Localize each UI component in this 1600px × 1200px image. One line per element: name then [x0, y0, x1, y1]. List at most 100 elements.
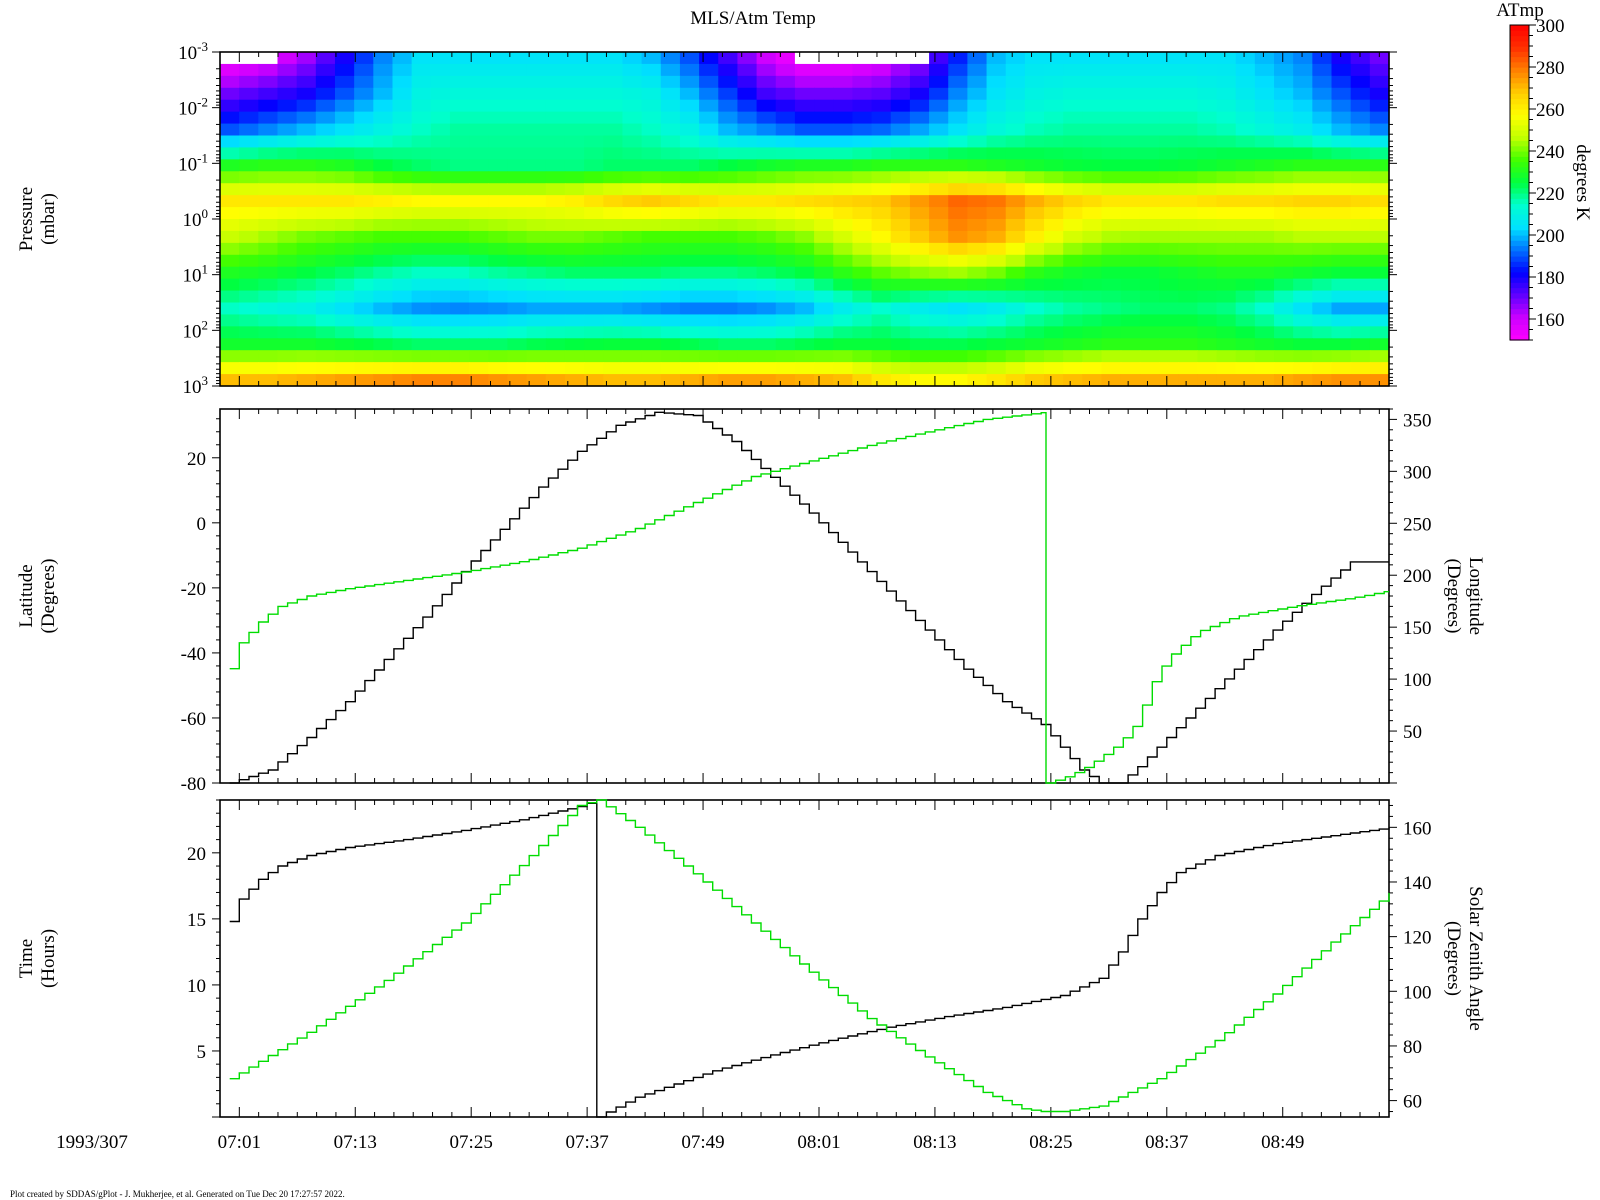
heatmap-cell	[354, 338, 374, 351]
y2-tick-label: 200	[1403, 566, 1432, 587]
heatmap-cell	[1063, 75, 1083, 89]
heatmap-cell	[354, 99, 374, 113]
heatmap-cell	[1216, 302, 1237, 316]
heatmap-cell	[929, 314, 949, 327]
solar-zenith-series-line	[229, 799, 1390, 1113]
heatmap-cell	[756, 266, 777, 280]
heatmap-cell	[1082, 63, 1103, 77]
heatmap-cell	[622, 63, 643, 77]
heatmap-cell	[1331, 350, 1352, 363]
heatmap-cell	[315, 135, 336, 149]
heatmap-cell	[622, 314, 643, 327]
heatmap-cell	[1120, 195, 1141, 208]
heatmap-cell	[794, 362, 815, 375]
longitude-axis-title: Longitude(Degrees)	[1443, 557, 1486, 635]
heatmap-cell	[488, 290, 509, 304]
heatmap-cell	[1274, 63, 1294, 77]
heatmap-cell	[986, 219, 1007, 232]
heatmap-cell	[1235, 230, 1256, 244]
heatmap-cell	[1312, 183, 1333, 196]
colorbar-swatch	[1510, 334, 1529, 341]
heatmap-cell	[775, 242, 796, 256]
heatmap-cell	[679, 302, 700, 316]
heatmap-cell	[1331, 230, 1352, 244]
heatmap-cell	[239, 159, 259, 172]
heatmap-cell	[603, 99, 624, 113]
heatmap-cell	[411, 63, 432, 77]
heatmap-cell	[1369, 75, 1390, 89]
heatmap-cell	[679, 374, 700, 387]
heatmap-cell	[354, 195, 374, 208]
heatmap-cell	[929, 63, 949, 77]
heatmap-cell	[296, 254, 317, 268]
heatmap-cell	[641, 230, 662, 244]
heatmap-cell	[354, 135, 374, 149]
heatmap-cell	[315, 159, 336, 172]
heatmap-cell	[277, 242, 298, 256]
heatmap-cell	[315, 111, 336, 125]
heatmap-cell	[1178, 266, 1198, 280]
heatmap-cell	[1044, 207, 1064, 220]
heatmap-cell	[526, 254, 547, 268]
heatmap-cell	[986, 159, 1007, 172]
heatmap-cell	[296, 326, 317, 339]
heatmap-cell	[507, 374, 528, 387]
heatmap-cell	[545, 242, 566, 256]
heatmap-cell	[334, 338, 355, 351]
heatmap-cell	[526, 302, 547, 316]
heatmap-cell	[545, 135, 566, 149]
heatmap-cell	[430, 266, 451, 280]
heatmap-cell	[967, 290, 988, 304]
heatmap-cell	[699, 183, 719, 196]
colorbar-swatch	[1510, 114, 1529, 121]
heatmap-cell	[373, 87, 394, 101]
heatmap-cell	[756, 278, 777, 292]
heatmap-cell	[660, 290, 681, 304]
heatmap-cell	[373, 314, 394, 327]
heatmap-cell	[890, 230, 911, 244]
heatmap-cell	[871, 75, 892, 89]
heatmap-cell	[1101, 362, 1122, 375]
heatmap-cell	[449, 63, 470, 77]
heatmap-cell	[967, 302, 988, 316]
heatmap-cell	[1331, 266, 1352, 280]
heatmap-cell	[449, 135, 470, 149]
heatmap-cell	[1005, 219, 1026, 232]
heatmap-cell	[679, 135, 700, 149]
heatmap-cell	[737, 123, 758, 137]
heatmap-cell	[852, 338, 873, 351]
heatmap-cell	[277, 99, 298, 113]
heatmap-cell	[603, 111, 624, 125]
heatmap-cell	[1139, 314, 1160, 327]
heatmap-cell	[909, 183, 930, 196]
heatmap-cell	[1024, 338, 1045, 351]
heatmap-cell	[277, 278, 298, 292]
latitude-axis-title-line: (Degrees)	[38, 559, 59, 634]
heatmap-cell	[296, 111, 317, 125]
heatmap-cell	[334, 87, 355, 101]
heatmap-cell	[411, 99, 432, 113]
heatmap-cell	[411, 338, 432, 351]
heatmap-cell	[1101, 242, 1122, 256]
y-tick-label: 103	[183, 373, 209, 398]
heatmap-cell	[564, 87, 585, 101]
heatmap-cell	[622, 290, 643, 304]
heatmap-cell	[660, 123, 681, 137]
heatmap-cell	[794, 254, 815, 268]
heatmap-cell	[929, 123, 949, 137]
heatmap-cell	[507, 135, 528, 149]
heatmap-cell	[718, 314, 739, 327]
heatmap-cell	[1120, 266, 1141, 280]
heatmap-cell	[258, 111, 279, 125]
heatmap-cell	[814, 111, 834, 125]
heatmap-cell	[1063, 159, 1083, 172]
time-axis-title-line: (Hours)	[38, 929, 59, 988]
heatmap-cell	[1120, 111, 1141, 125]
heatmap-cell	[660, 87, 681, 101]
heatmap-cell	[737, 290, 758, 304]
heatmap-cell	[1005, 135, 1026, 149]
heatmap-cell	[1139, 52, 1160, 65]
heatmap-cell	[1293, 266, 1313, 280]
heatmap-cell	[1159, 52, 1179, 65]
heatmap-cell	[603, 254, 624, 268]
